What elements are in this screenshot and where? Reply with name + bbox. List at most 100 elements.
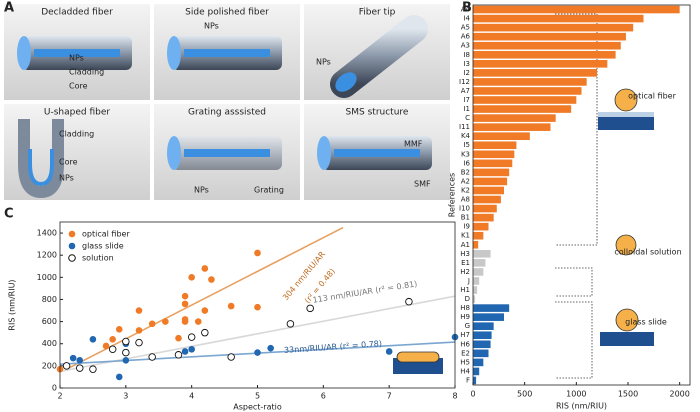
- tile-label: Core: [59, 158, 78, 167]
- bar: [473, 14, 644, 23]
- y-tick-label: A8: [461, 196, 470, 204]
- group-dividers: [555, 13, 598, 379]
- legend: optical fiber glass slide solution: [68, 230, 130, 263]
- panel-letter: C: [4, 207, 14, 222]
- x-tick-label: 2000: [669, 390, 689, 399]
- y-tick-label: I3: [463, 60, 470, 68]
- y-tick-label: I12: [459, 78, 470, 86]
- bar: [473, 268, 484, 276]
- group-label: glass slide: [625, 318, 667, 327]
- bar: [473, 213, 494, 222]
- bar: [473, 277, 480, 285]
- tip: [335, 72, 357, 92]
- point: [286, 320, 295, 328]
- bar: [473, 195, 501, 204]
- y-tick-label: I4: [463, 15, 470, 23]
- y-tick-label: C: [465, 114, 470, 122]
- y-tick-label: D: [465, 295, 470, 303]
- point: [135, 327, 143, 334]
- point: [75, 364, 84, 372]
- point: [148, 353, 156, 361]
- point: [201, 265, 209, 272]
- bar: [473, 123, 551, 131]
- point: [194, 318, 202, 325]
- point: [208, 276, 215, 283]
- bar: [473, 186, 504, 195]
- x-tick-label: 7: [387, 392, 392, 401]
- y-tick-label: H4: [460, 367, 470, 375]
- y-tick-label: H6: [460, 340, 470, 348]
- bar: [473, 96, 577, 104]
- point: [122, 357, 130, 364]
- y-tick-label: K1: [461, 232, 470, 240]
- y-tick-label: H2: [460, 268, 470, 276]
- fiber: [330, 15, 428, 98]
- point: [181, 300, 189, 308]
- point: [76, 357, 84, 364]
- y-tick-label: H9: [460, 313, 470, 321]
- y-tick-label: H8: [460, 304, 470, 312]
- end-face: [167, 36, 181, 70]
- end-face: [317, 136, 331, 170]
- point: [188, 274, 195, 281]
- point: [115, 326, 123, 333]
- x-tick-label: 0: [470, 390, 475, 399]
- legend-label: glass slide: [82, 242, 124, 251]
- bar: [473, 313, 504, 321]
- y-tick-label: 600: [42, 317, 57, 326]
- y-tick-label: 200: [42, 361, 57, 370]
- illustrations: Decladded fiber NPs Cladding Core Side polis…: [4, 4, 450, 200]
- bar: [473, 141, 517, 150]
- bar: [473, 204, 497, 213]
- bar: [473, 250, 491, 258]
- tile-label: Grating: [254, 186, 284, 195]
- y-tick-label: A1: [461, 241, 470, 249]
- y-tick-label: K3: [461, 150, 470, 158]
- core: [34, 49, 120, 57]
- bar: [473, 240, 479, 249]
- bar: [473, 367, 480, 376]
- point: [122, 337, 130, 346]
- y-tick-label: F: [466, 376, 470, 384]
- point: [188, 345, 195, 353]
- y-tick-label: E1: [461, 259, 470, 267]
- bar: [473, 69, 597, 77]
- bar: [473, 304, 510, 312]
- core: [184, 49, 270, 57]
- y-tick-label: K4: [461, 132, 471, 140]
- y-tick-label: I2: [463, 69, 470, 77]
- x-tick-label: 1000: [566, 390, 586, 399]
- tile-title: Fiber tip: [359, 8, 396, 18]
- bar: [473, 177, 508, 186]
- y-tick-label: I6: [463, 159, 470, 167]
- tile-label: NPs: [204, 22, 219, 31]
- panel-letter: A: [4, 1, 14, 16]
- y-tick-label: H5: [460, 358, 470, 366]
- point: [115, 373, 123, 381]
- x-tick-label: 2: [57, 392, 62, 401]
- tile-label: Core: [69, 82, 88, 91]
- x-tick-label: 6: [321, 392, 326, 401]
- y-tick-label: A5: [461, 24, 470, 32]
- point: [254, 249, 261, 257]
- y-tick-label: A4: [461, 6, 471, 14]
- point: [306, 304, 314, 313]
- bar: [473, 159, 513, 168]
- group-label: optical fiber: [628, 92, 676, 101]
- point: [267, 344, 274, 352]
- legend-label: optical fiber: [82, 230, 130, 239]
- point: [69, 354, 77, 362]
- tile-label: SMF: [414, 180, 431, 189]
- legend-marker: [68, 242, 76, 250]
- point: [135, 338, 143, 347]
- point: [62, 362, 71, 370]
- point: [254, 303, 261, 311]
- y-tick-label: 0: [52, 384, 57, 393]
- point: [181, 316, 189, 323]
- y-tick-label: J: [467, 277, 470, 285]
- bar: [473, 322, 494, 330]
- tile-label: Cladding: [69, 68, 104, 77]
- group-label: colloidal solution: [614, 248, 681, 257]
- point: [405, 297, 413, 306]
